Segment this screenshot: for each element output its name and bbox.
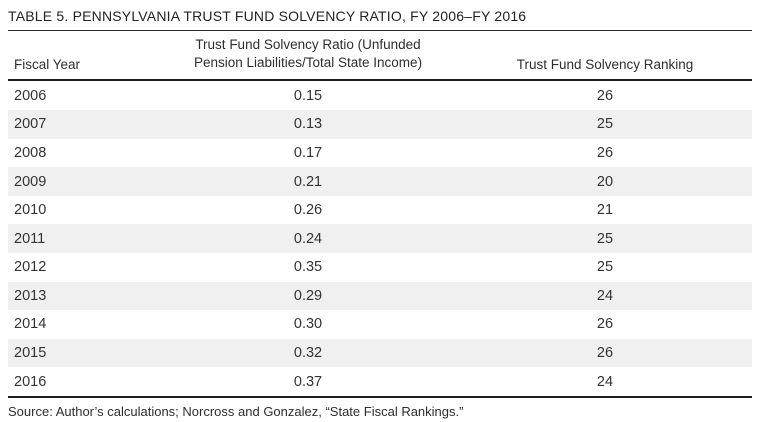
cell-fiscal-year: 2011: [14, 230, 46, 247]
cell-solvency-ranking: 25: [596, 259, 614, 276]
cell-solvency-ratio: 0.15: [293, 87, 323, 104]
cell-solvency-ratio: 0.35: [293, 259, 323, 276]
table-row: 2016 0.37 24: [8, 367, 752, 396]
source-note: Source: Author’s calculations; Norcross …: [8, 403, 464, 419]
cell-solvency-ranking: 25: [596, 116, 614, 133]
cell-solvency-ranking: 26: [596, 345, 614, 362]
table-row: 2007 0.13 25: [8, 110, 752, 139]
cell-solvency-ranking: 21: [596, 202, 614, 219]
cell-solvency-ratio: 0.32: [293, 345, 323, 362]
cell-solvency-ratio: 0.30: [293, 316, 323, 333]
header-divider: [8, 79, 752, 82]
cell-solvency-ranking: 24: [596, 373, 614, 390]
cell-solvency-ratio: 0.17: [293, 144, 323, 161]
cell-fiscal-year: 2012: [14, 259, 47, 276]
cell-fiscal-year: 2008: [14, 144, 47, 161]
cell-fiscal-year: 2014: [14, 316, 47, 333]
cell-fiscal-year: 2016: [14, 373, 47, 390]
table-body: 2006 0.15 26 2007 0.13 25 2008 0.17 26 2…: [8, 81, 752, 396]
cell-solvency-ranking: 26: [596, 316, 614, 333]
table-row: 2008 0.17 26: [8, 139, 752, 168]
cell-solvency-ranking: 24: [596, 287, 614, 304]
cell-solvency-ratio: 0.26: [293, 202, 323, 219]
cell-solvency-ranking: 20: [596, 173, 614, 190]
column-header-ratio: Trust Fund Solvency Ratio (Unfunded Pens…: [158, 36, 458, 72]
cell-solvency-ranking: 26: [596, 87, 614, 104]
table-row: 2012 0.35 25: [8, 253, 752, 282]
footer-divider: [8, 395, 752, 398]
table-row: 2006 0.15 26: [8, 81, 752, 110]
cell-fiscal-year: 2013: [14, 287, 47, 304]
cell-solvency-ratio: 0.37: [293, 373, 323, 390]
table-row: 2011 0.24 25: [8, 224, 752, 253]
cell-fiscal-year: 2010: [14, 202, 47, 219]
table-row: 2010 0.26 21: [8, 196, 752, 225]
table-row: 2015 0.32 26: [8, 338, 752, 368]
table-header-row: Fiscal Year Trust Fund Solvency Ratio (U…: [8, 31, 752, 79]
cell-fiscal-year: 2006: [14, 87, 47, 104]
title-divider: [8, 30, 752, 31]
cell-solvency-ratio: 0.21: [293, 173, 323, 190]
cell-solvency-ratio: 0.13: [293, 116, 323, 133]
cell-fiscal-year: 2009: [14, 173, 47, 190]
column-header-ratio-label: Trust Fund Solvency Ratio (Unfunded Pens…: [193, 37, 423, 71]
column-header-fiscal-year: Fiscal Year: [14, 57, 81, 73]
cell-solvency-ranking: 26: [596, 144, 614, 161]
table-row: 2013 0.29 24: [8, 281, 752, 311]
cell-fiscal-year: 2015: [14, 345, 47, 362]
table-title: TABLE 5. PENNSYLVANIA TRUST FUND SOLVENC…: [8, 8, 527, 24]
column-header-ranking: Trust Fund Solvency Ranking: [516, 57, 694, 73]
cell-solvency-ratio: 0.29: [293, 287, 323, 304]
cell-fiscal-year: 2007: [14, 116, 47, 133]
cell-solvency-ratio: 0.24: [293, 230, 323, 247]
table-container: TABLE 5. PENNSYLVANIA TRUST FUND SOLVENC…: [8, 0, 752, 419]
table-row: 2014 0.30 26: [8, 310, 752, 339]
cell-solvency-ranking: 25: [596, 230, 614, 247]
table-row: 2009 0.21 20: [8, 167, 752, 196]
